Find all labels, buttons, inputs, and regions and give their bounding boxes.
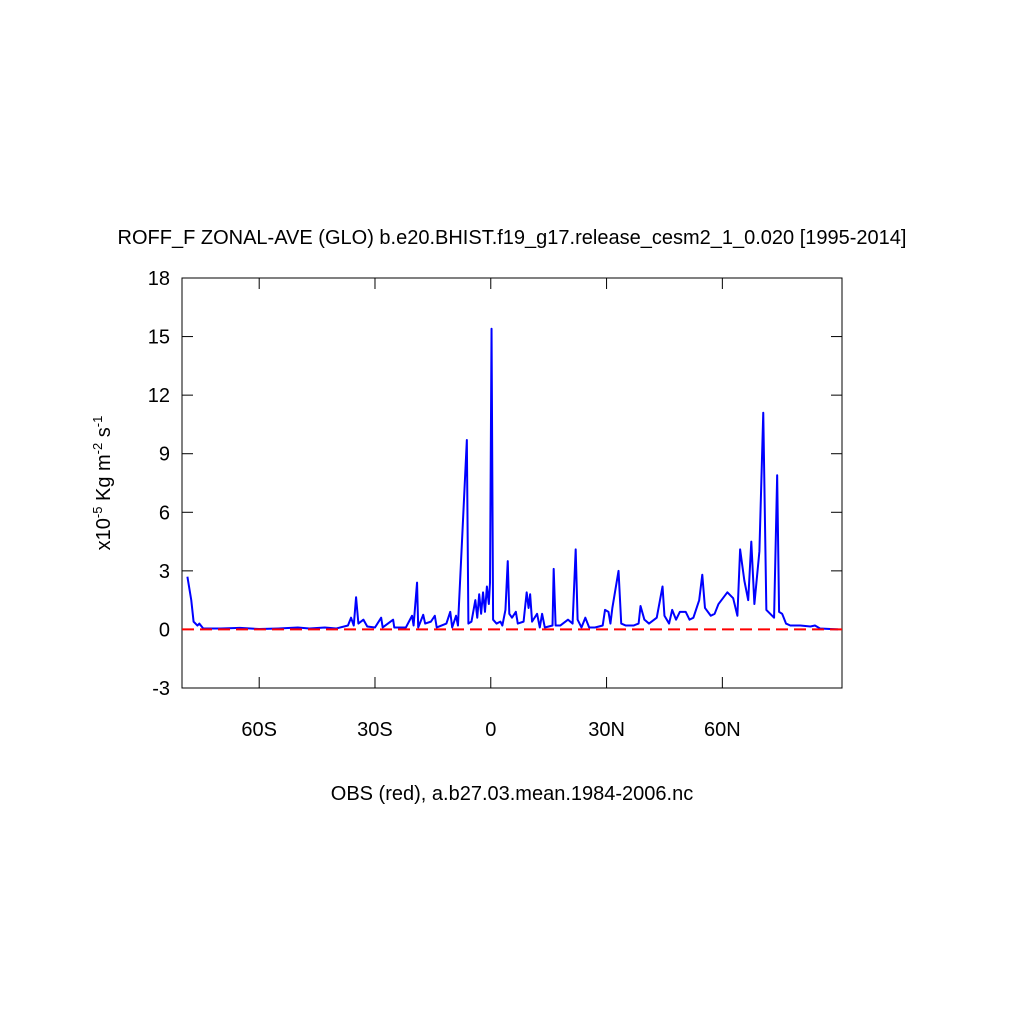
y-tick-label: 15	[148, 327, 170, 349]
y-tick-label: 6	[159, 502, 170, 524]
y-tick-label: 18	[148, 268, 170, 290]
y-label-part: x10	[93, 518, 115, 550]
y-tick-label: 9	[159, 444, 170, 466]
x-tick-label: 60S	[241, 719, 277, 741]
y-label-superscript: -5	[90, 507, 105, 519]
y-axis-label: x10-5 Kg m-2 s-1	[90, 416, 115, 551]
x-tick-label: 0	[485, 719, 496, 741]
y-tick-label: 0	[159, 619, 170, 641]
x-tick-label: 60N	[704, 719, 741, 741]
x-tick-label: 30S	[357, 719, 393, 741]
data-line	[186, 327, 839, 631]
y-tick-label: 12	[148, 385, 170, 407]
y-label-superscript: -2	[90, 443, 105, 455]
y-label-part: Kg m	[93, 454, 115, 506]
plot-frame	[181, 277, 843, 689]
x-tick-label: 30N	[588, 719, 625, 741]
x-axis-label: OBS (red), a.b27.03.mean.1984-2006.nc	[331, 783, 693, 805]
y-label-superscript: -1	[90, 416, 105, 428]
chart-title: ROFF_F ZONAL-AVE (GLO) b.e20.BHIST.f19_g…	[118, 227, 907, 249]
y-tick-label: 3	[159, 561, 170, 583]
y-tick-label: -3	[152, 678, 170, 700]
y-label-part: s	[93, 427, 115, 443]
